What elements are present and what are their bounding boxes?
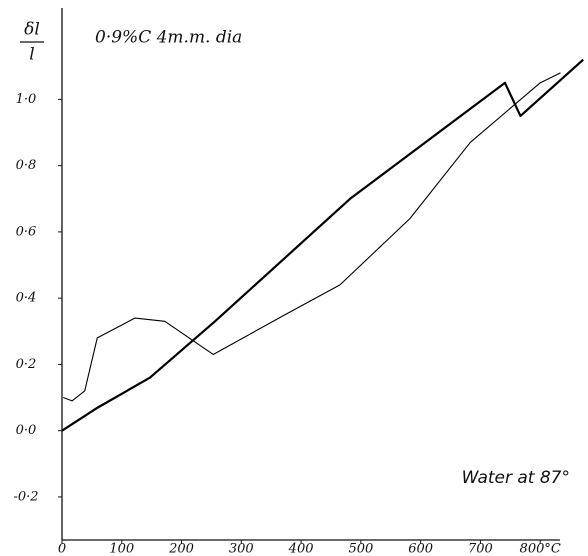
x-tick-label: 500 xyxy=(348,542,373,556)
chart-title: 0·9%C 4m.m. dia xyxy=(95,28,242,48)
x-tick-label: 600 xyxy=(408,542,433,556)
y-tick-label: 1·0 xyxy=(16,92,37,107)
curve xyxy=(63,72,561,402)
x-tick-label: 300 xyxy=(229,542,254,556)
x-tick-label: 700 xyxy=(468,542,493,556)
y-tick-label: 0·4 xyxy=(16,291,37,306)
y-tick-label: -0·2 xyxy=(13,489,38,504)
y-tick-label: 0·8 xyxy=(16,158,37,173)
y-label-top: δl xyxy=(24,20,40,40)
y-tick-label: 0·2 xyxy=(16,357,37,372)
y-tick-label: 0·0 xyxy=(16,423,37,438)
y-label-bottom: l xyxy=(29,45,34,65)
curve xyxy=(61,58,584,432)
x-tick-label: 200 xyxy=(168,542,194,556)
x-tick-label: 0 xyxy=(58,542,66,556)
y-tick-label: 0·6 xyxy=(16,224,37,239)
annotation: Water at 87° xyxy=(462,468,570,488)
x-tick-label: 400 xyxy=(288,542,314,556)
x-tick-label: 800°C xyxy=(520,542,561,556)
x-tick-label: 100 xyxy=(109,542,134,556)
